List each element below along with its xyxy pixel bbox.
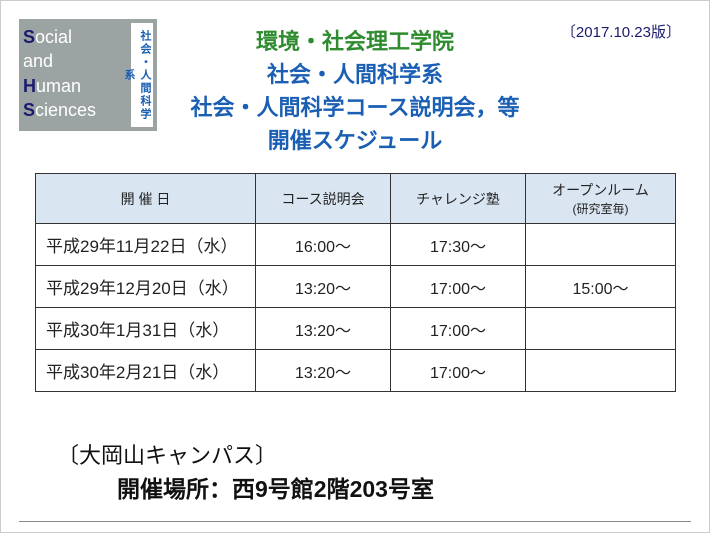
title-block: 環境・社会理工学院 社会・人間科学系 社会・人間科学コース説明会，等 開催スケジ… <box>1 25 709 157</box>
cell-b: 17:00～ <box>391 308 526 350</box>
header-col-a: コース説明会 <box>256 174 391 224</box>
schedule-table: 開 催 日 コース説明会 チャレンジ塾 オープンルーム (研究室毎) 平成29年… <box>35 173 676 392</box>
cell-a: 13:20～ <box>256 266 391 308</box>
footer-location: 開催場所：西9号館2階203号室 <box>117 472 434 507</box>
table-row: 平成29年12月20日（水） 13:20～ 17:00～ 15:00～ <box>36 266 676 308</box>
footer-block: 〔大岡山キャンパス〕 開催場所：西9号館2階203号室 <box>57 439 434 507</box>
cell-date: 平成29年12月20日（水） <box>36 266 256 308</box>
title-line-2: 社会・人間科学系 <box>1 58 709 91</box>
cell-a: 13:20～ <box>256 350 391 392</box>
header-date: 開 催 日 <box>36 174 256 224</box>
cell-b: 17:00～ <box>391 266 526 308</box>
title-line-3: 社会・人間科学コース説明会，等 <box>1 91 709 124</box>
title-line-1: 環境・社会理工学院 <box>1 25 709 58</box>
bottom-rule <box>19 521 691 522</box>
cell-date: 平成29年11月22日（水） <box>36 224 256 266</box>
cell-date: 平成30年1月31日（水） <box>36 308 256 350</box>
header-col-c-main: オープンルーム <box>552 182 649 198</box>
header-col-c: オープンルーム (研究室毎) <box>526 174 676 224</box>
title-line-4: 開催スケジュール <box>1 124 709 157</box>
table-row: 平成29年11月22日（水） 16:00～ 17:30～ <box>36 224 676 266</box>
cell-c <box>526 308 676 350</box>
table-row: 平成30年2月21日（水） 13:20～ 17:00～ <box>36 350 676 392</box>
table-header-row: 開 催 日 コース説明会 チャレンジ塾 オープンルーム (研究室毎) <box>36 174 676 224</box>
footer-campus: 〔大岡山キャンパス〕 <box>57 439 434 472</box>
cell-b: 17:00～ <box>391 350 526 392</box>
cell-a: 16:00～ <box>256 224 391 266</box>
table-row: 平成30年1月31日（水） 13:20～ 17:00～ <box>36 308 676 350</box>
header-col-b: チャレンジ塾 <box>391 174 526 224</box>
cell-c: 15:00～ <box>526 266 676 308</box>
cell-date: 平成30年2月21日（水） <box>36 350 256 392</box>
cell-b: 17:30～ <box>391 224 526 266</box>
cell-a: 13:20～ <box>256 308 391 350</box>
cell-c <box>526 224 676 266</box>
cell-c <box>526 350 676 392</box>
header-col-c-sub: (研究室毎) <box>526 200 675 217</box>
